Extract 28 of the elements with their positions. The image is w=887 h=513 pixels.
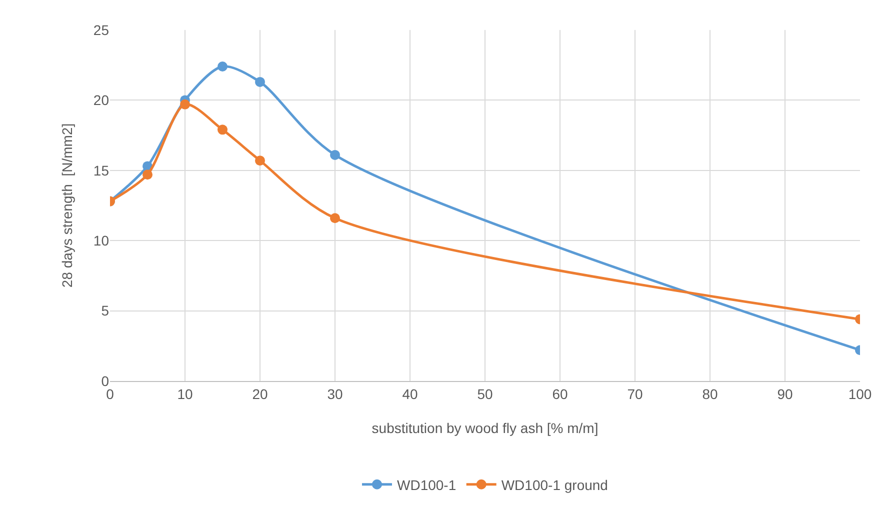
x-tick-label: 100: [848, 386, 872, 402]
y-tick-label: 20: [93, 92, 110, 108]
point: [218, 62, 228, 72]
x-tick-label: 60: [552, 386, 568, 402]
point: [218, 124, 228, 135]
legend-label: WD100-1 ground: [501, 476, 608, 493]
x-axis-title: substitution by wood fly ash [% m/m]: [372, 420, 598, 436]
point: [255, 76, 265, 87]
x-tick-label: 70: [627, 386, 643, 402]
x-tick-label: 20: [252, 386, 268, 402]
point: [142, 170, 152, 180]
x-tick-label: 40: [402, 386, 418, 402]
y-tick-label: 10: [93, 232, 110, 248]
legend-label: WD100-1: [397, 476, 456, 493]
point: [330, 150, 340, 160]
y-tick-label: 0: [101, 372, 110, 389]
x-tick-label: 30: [327, 386, 343, 402]
y-axis-title: 28 days strength [N/mm2]: [59, 123, 75, 288]
x-tick-label: 50: [477, 386, 493, 402]
x-tick-label: 10: [177, 386, 193, 402]
x-tick-label: 80: [702, 386, 718, 402]
y-tick-label: 5: [101, 302, 110, 319]
y-tick-label: 15: [93, 162, 110, 178]
point: [180, 99, 190, 110]
point: [255, 156, 265, 166]
point: [330, 213, 340, 224]
y-tick-label: 25: [93, 22, 110, 38]
x-tick-label: 90: [777, 386, 793, 402]
